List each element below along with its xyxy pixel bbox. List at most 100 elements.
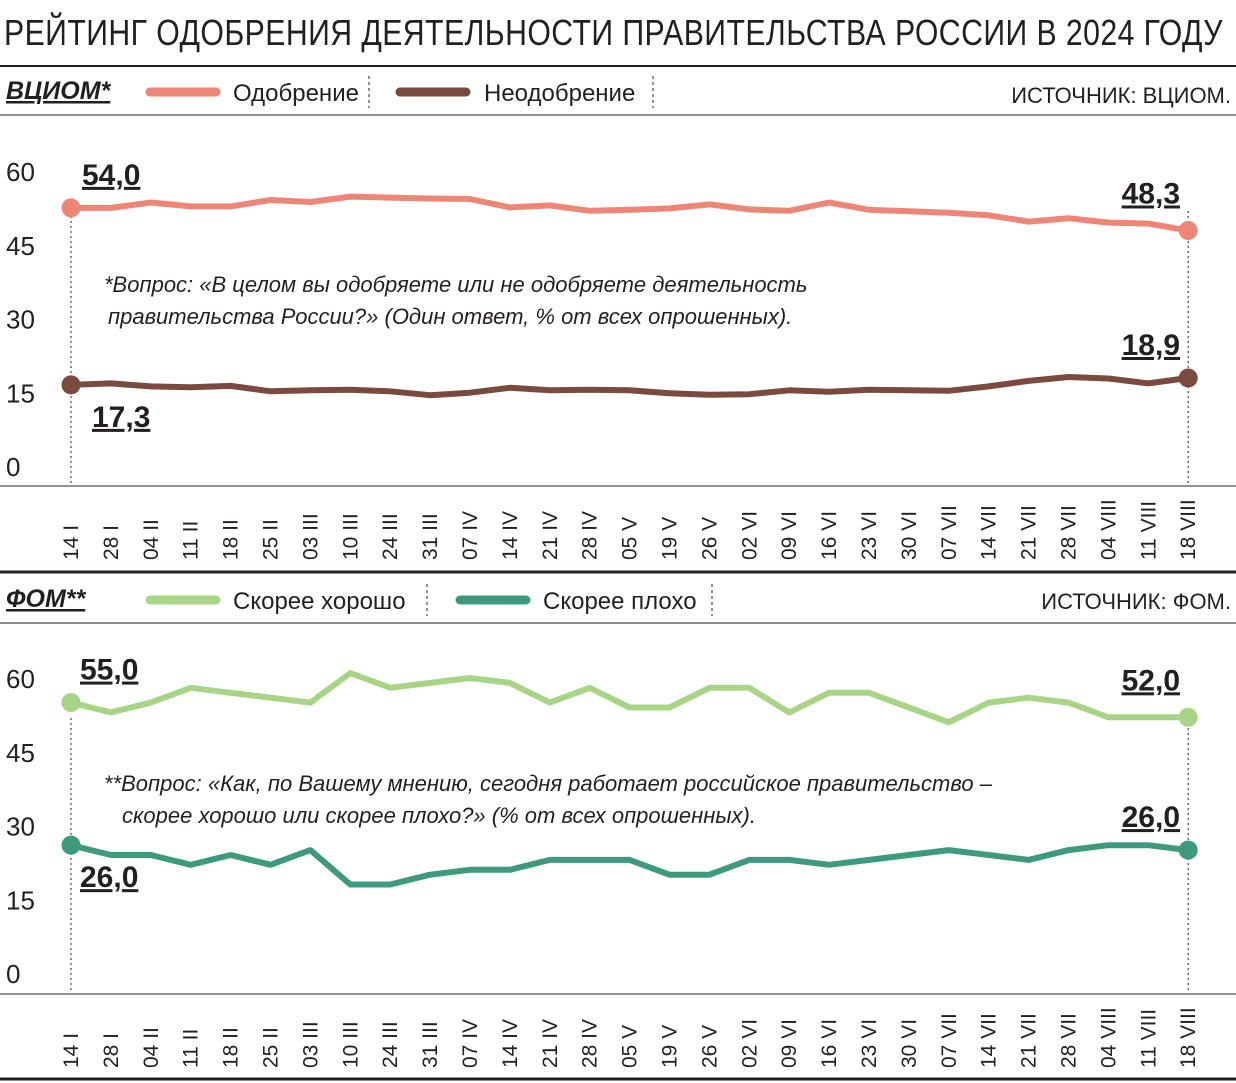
fom-panel: ФОМ** Скорее хорошо Скорее плохо ИСТОЧНИ… (0, 584, 1236, 1068)
x-tick-label: 21 VII (1018, 505, 1041, 560)
x-tick-label: 23 VI (858, 1019, 881, 1068)
series-end-label: 48,3 (1122, 177, 1180, 210)
x-tick-label: 03 III (299, 1021, 322, 1068)
x-tick-label: 14 IV (499, 511, 522, 560)
fom-plot (61, 670, 1198, 993)
y-tick-label: 45 (6, 231, 35, 261)
chart-title: РЕЙТИНГ ОДОБРЕНИЯ ДЕЯТЕЛЬНОСТИ ПРАВИТЕЛЬ… (4, 12, 1223, 53)
x-tick-label: 31 III (419, 513, 442, 560)
x-tick-label: 28 I (100, 1033, 123, 1068)
series-start-label: 55,0 (80, 654, 138, 687)
x-tick-label: 07 IV (459, 1019, 482, 1068)
x-tick-label: 04 VIII (1097, 499, 1120, 560)
x-tick-label: 02 VI (738, 511, 761, 560)
x-tick-label: 10 III (339, 513, 362, 560)
series-line (68, 374, 1192, 399)
series-start-label: 17,3 (92, 401, 150, 434)
y-tick-label: 30 (6, 305, 35, 335)
x-tick-label: 03 III (299, 513, 322, 560)
series-start-label: 54,0 (82, 159, 140, 192)
x-tick-label: 28 VII (1058, 505, 1081, 560)
vciom-plot (61, 193, 1198, 486)
vciom-x-axis: 14 I 28 I 04 II 11 II 18 II 25 II 03 III 10 III… (60, 499, 1200, 560)
x-tick-label: 16 VI (818, 1019, 841, 1068)
x-tick-label: 23 VI (858, 511, 881, 560)
x-tick-label: 14 IV (499, 1019, 522, 1068)
vciom-question-note: правительства России?» (Один ответ, % от… (108, 304, 792, 329)
series-line (68, 842, 1192, 888)
x-tick-label: 18 VIII (1177, 499, 1200, 560)
y-tick-label: 30 (6, 812, 35, 842)
x-tick-label: 02 VI (738, 1019, 761, 1068)
x-tick-label: 31 III (419, 1021, 442, 1068)
y-tick-label: 60 (6, 664, 35, 694)
y-tick-label: 60 (6, 157, 35, 187)
fom-section-label: ФОМ** (6, 585, 87, 613)
x-tick-label: 25 II (260, 519, 283, 560)
x-tick-label: 21 IV (539, 1019, 562, 1068)
x-tick-label: 24 III (379, 513, 402, 560)
series-line (68, 193, 1192, 234)
x-tick-label: 28 VII (1058, 1013, 1081, 1068)
x-tick-label: 28 IV (579, 511, 602, 560)
series-end-label: 18,9 (1122, 329, 1180, 362)
legend-label-odobrenie: Одобрение (233, 80, 359, 107)
series-endpoint-marker (1178, 220, 1198, 240)
series-endpoint-marker (1178, 840, 1198, 860)
x-tick-label: 10 III (339, 1021, 362, 1068)
x-tick-label: 21 VII (1018, 1013, 1041, 1068)
x-tick-label: 24 III (379, 1021, 402, 1068)
vciom-panel: ВЦИОМ* Одобрение Неодобрение ИСТОЧНИК: В… (0, 76, 1236, 560)
fom-question-note: **Вопрос: «Как, по Вашему мнению, сегодн… (104, 771, 993, 796)
series-endpoint-marker (61, 693, 81, 713)
vciom-y-axis: 60 45 30 15 0 (6, 157, 35, 482)
x-tick-label: 07 IV (459, 511, 482, 560)
series-endpoint-marker (1178, 707, 1198, 727)
series-endpoint-marker (61, 375, 81, 395)
x-tick-label: 09 VI (778, 511, 801, 560)
y-tick-label: 0 (6, 959, 20, 989)
x-tick-label: 26 V (698, 517, 721, 560)
y-tick-label: 0 (6, 452, 20, 482)
x-tick-label: 30 VI (898, 1019, 921, 1068)
series-start-label: 26,0 (80, 861, 138, 894)
x-tick-label: 11 II (180, 521, 203, 560)
x-tick-label: 28 IV (579, 1019, 602, 1068)
x-tick-label: 07 VII (938, 505, 961, 560)
x-tick-label: 26 V (698, 1025, 721, 1068)
x-tick-label: 05 V (619, 1025, 642, 1068)
y-tick-label: 15 (6, 885, 35, 915)
vciom-question-note: *Вопрос: «В целом вы одобряете или не од… (104, 272, 807, 297)
x-tick-label: 04 VIII (1097, 1007, 1120, 1068)
x-tick-label: 04 II (140, 519, 163, 560)
x-tick-label: 14 VII (978, 1013, 1001, 1068)
x-tick-label: 09 VI (778, 1019, 801, 1068)
fom-question-note: скорее хорошо или скорее плохо?» (% от в… (122, 803, 756, 828)
x-tick-label: 04 II (140, 1027, 163, 1068)
x-tick-label: 19 V (659, 1025, 682, 1068)
x-tick-label: 14 VII (978, 505, 1001, 560)
x-tick-label: 30 VI (898, 511, 921, 560)
vciom-section-label: ВЦИОМ* (6, 77, 112, 105)
fom-x-axis: 14 I 28 I 04 II 11 II 18 II 25 II 03 III 10 III… (60, 1007, 1200, 1068)
x-tick-label: 07 VII (938, 1013, 961, 1068)
y-tick-label: 45 (6, 738, 35, 768)
series-endpoint-marker (61, 198, 81, 218)
x-tick-label: 11 VIII (1137, 501, 1160, 560)
x-tick-label: 11 II (180, 1029, 203, 1068)
legend-label-neodobrenie: Неодобрение (484, 80, 635, 107)
vciom-source: ИСТОЧНИК: ВЦИОМ. (1011, 83, 1231, 108)
series-endpoint-marker (61, 835, 81, 855)
x-tick-label: 18 II (220, 519, 243, 560)
fom-source: ИСТОЧНИК: ФОМ. (1041, 589, 1231, 614)
x-tick-label: 18 VIII (1177, 1007, 1200, 1068)
series-end-label: 52,0 (1122, 664, 1180, 697)
x-tick-label: 25 II (260, 1027, 283, 1068)
series-end-label: 26,0 (1122, 801, 1180, 834)
fom-y-axis: 60 45 30 15 0 (6, 664, 35, 989)
x-tick-label: 16 VI (818, 511, 841, 560)
y-tick-label: 15 (6, 378, 35, 408)
x-tick-label: 14 I (60, 1033, 83, 1068)
x-tick-label: 19 V (659, 517, 682, 560)
